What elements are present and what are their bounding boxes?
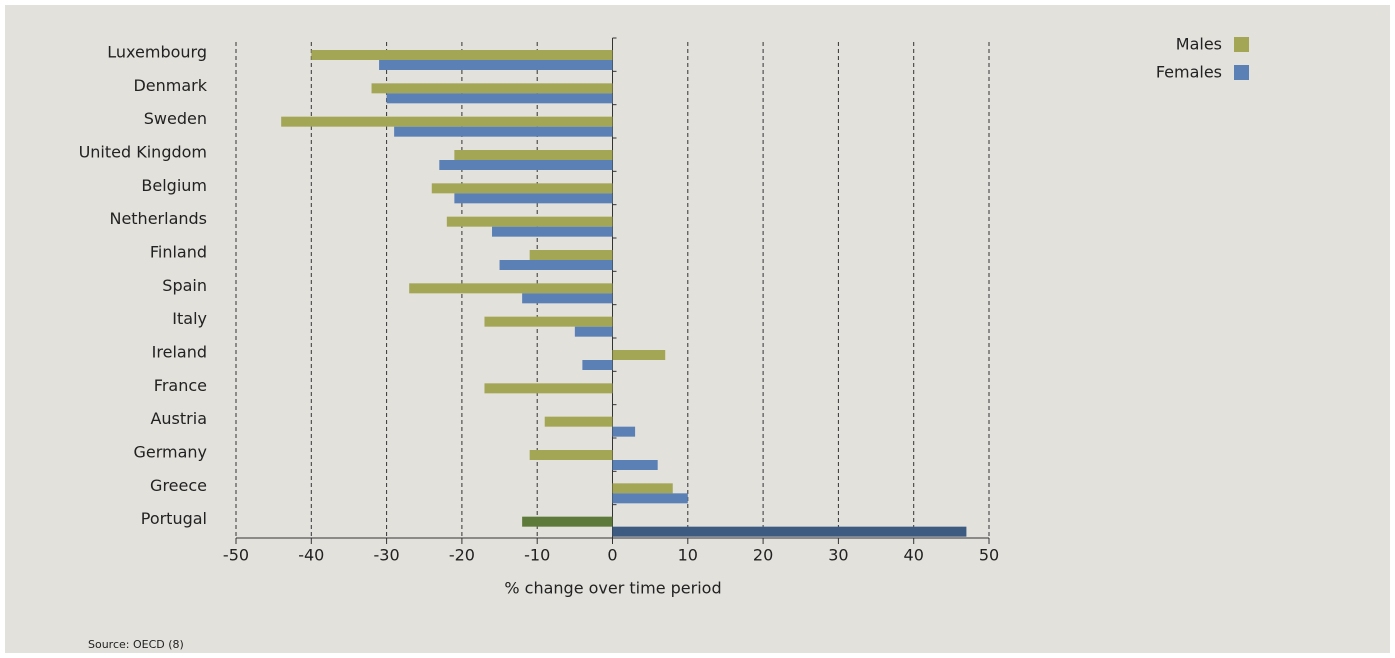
bar	[379, 60, 613, 70]
y-tick-label: Austria	[150, 409, 207, 428]
y-tick-label: Sweden	[144, 109, 207, 128]
y-tick-label: Netherlands	[109, 209, 207, 228]
bar	[394, 126, 613, 137]
bar	[409, 283, 613, 294]
x-tick-label: -40	[298, 546, 324, 565]
x-tick-label: -50	[223, 546, 249, 565]
bar	[529, 250, 613, 260]
x-tick-label: -10	[524, 546, 550, 565]
y-tick-label: Portugal	[141, 509, 207, 528]
bar	[499, 260, 613, 270]
y-tick-label: Greece	[150, 476, 207, 495]
bar	[386, 93, 613, 104]
x-tick-label: 30	[828, 546, 848, 565]
bar	[281, 116, 613, 127]
y-tick-label: Ireland	[152, 343, 207, 362]
bar	[612, 460, 658, 470]
source: Source: OECD (8)	[88, 638, 184, 651]
x-tick-label: 40	[904, 546, 924, 565]
bar	[484, 383, 613, 394]
x-tick-label: -20	[449, 546, 475, 565]
y-tick-label: Luxembourg	[107, 43, 207, 62]
bar	[439, 160, 613, 170]
y-tick-label: Spain	[162, 276, 207, 295]
y-tick-label: United Kingdom	[79, 143, 207, 162]
bar	[582, 360, 613, 370]
y-tick-label: France	[154, 376, 207, 395]
legend-swatch	[1234, 65, 1249, 80]
bar	[371, 83, 613, 94]
legend-swatch	[1234, 37, 1249, 52]
y-tick-label: Italy	[172, 309, 207, 328]
bar	[311, 50, 613, 60]
bar	[544, 416, 613, 427]
bar	[574, 326, 613, 337]
x-tick-label: 0	[607, 546, 617, 565]
x-tick-label: 50	[979, 546, 999, 565]
bar	[612, 483, 673, 494]
x-tick-label: 20	[753, 546, 773, 565]
bar	[454, 150, 613, 160]
x-tick-label: -30	[374, 546, 400, 565]
bar	[431, 183, 613, 194]
bar	[612, 426, 636, 437]
x-axis-title: % change over time period	[504, 579, 721, 598]
bar	[522, 516, 613, 527]
bar	[492, 226, 613, 237]
bar	[612, 350, 666, 360]
bar	[522, 293, 613, 304]
y-tick-label: Belgium	[141, 176, 207, 195]
bar	[454, 193, 613, 204]
x-tick-label: 10	[678, 546, 698, 565]
y-tick-label: Finland	[150, 243, 207, 262]
legend-label: Males	[1176, 35, 1222, 54]
bar	[446, 216, 613, 227]
bar	[612, 493, 688, 504]
bar	[612, 526, 967, 537]
bar	[484, 316, 613, 327]
y-tick-label: Denmark	[133, 76, 207, 95]
y-tick-label: Germany	[133, 443, 207, 462]
bar	[529, 450, 613, 460]
legend-label: Females	[1156, 63, 1222, 82]
